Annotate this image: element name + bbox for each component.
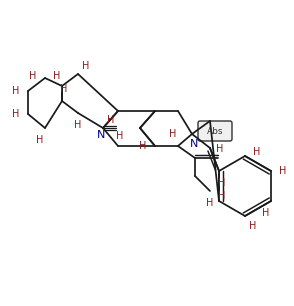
Text: H: H [253, 147, 261, 157]
Text: H: H [279, 166, 287, 176]
Text: Abs: Abs [207, 126, 223, 136]
Text: H: H [36, 135, 44, 145]
Text: H: H [107, 115, 115, 125]
Text: H: H [216, 144, 224, 154]
Text: H: H [60, 84, 68, 94]
Text: H: H [218, 191, 226, 201]
Text: H: H [53, 71, 61, 81]
Text: H: H [218, 178, 226, 188]
Text: H: H [262, 208, 270, 218]
Text: H: H [116, 131, 124, 141]
Text: H: H [12, 86, 20, 96]
Text: N: N [190, 139, 198, 149]
Text: N: N [97, 130, 105, 140]
FancyBboxPatch shape [198, 121, 232, 141]
Text: H: H [82, 61, 90, 71]
Text: H: H [12, 109, 20, 119]
Text: H: H [249, 221, 257, 231]
Text: H: H [29, 71, 37, 81]
Text: H: H [169, 129, 177, 139]
Text: H: H [139, 141, 147, 151]
Text: H: H [206, 198, 214, 208]
Text: H: H [74, 120, 82, 130]
